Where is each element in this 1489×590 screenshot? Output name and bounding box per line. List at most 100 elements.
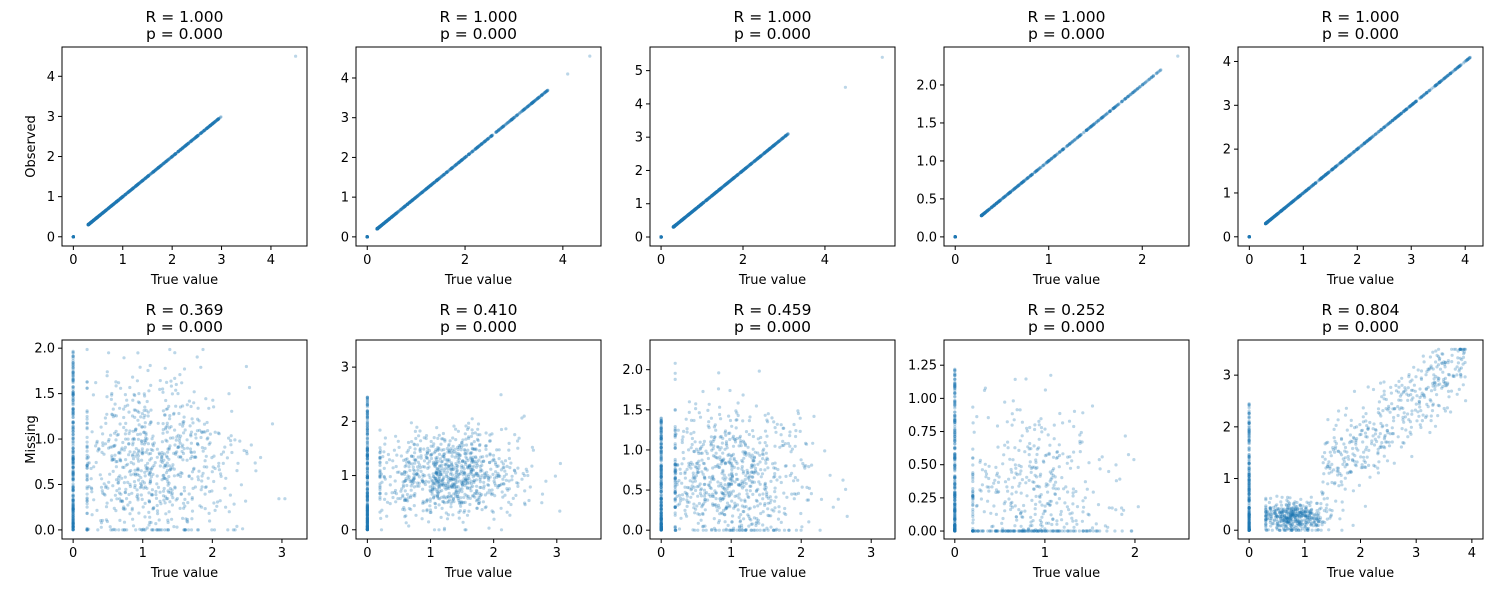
data-point bbox=[123, 490, 127, 494]
data-point bbox=[132, 480, 137, 484]
data-point bbox=[86, 223, 90, 227]
data-point bbox=[127, 492, 131, 497]
data-point bbox=[174, 152, 178, 156]
data-point bbox=[71, 235, 75, 239]
data-point bbox=[254, 469, 258, 473]
data-point bbox=[91, 218, 96, 222]
data-point bbox=[112, 202, 116, 206]
data-point bbox=[121, 194, 125, 199]
data-point bbox=[398, 208, 403, 212]
data-point bbox=[71, 235, 75, 239]
data-point bbox=[124, 192, 129, 196]
data-point bbox=[146, 442, 150, 446]
data-point bbox=[133, 184, 137, 188]
data-point bbox=[208, 124, 212, 128]
data-point bbox=[179, 147, 183, 151]
data-point bbox=[123, 192, 128, 196]
data-point bbox=[95, 215, 99, 219]
data-point bbox=[178, 148, 182, 152]
data-point bbox=[71, 235, 75, 239]
data-point bbox=[85, 440, 89, 444]
data-point bbox=[259, 455, 263, 460]
data-point bbox=[104, 208, 108, 212]
data-point bbox=[146, 174, 150, 178]
data-point bbox=[169, 384, 173, 388]
data-point bbox=[217, 461, 221, 465]
data-point bbox=[227, 510, 231, 514]
data-point bbox=[109, 433, 113, 437]
data-point bbox=[150, 528, 155, 532]
data-point bbox=[91, 393, 95, 397]
data-point bbox=[85, 464, 89, 468]
data-point bbox=[486, 137, 490, 141]
data-point bbox=[155, 482, 159, 486]
data-point bbox=[1438, 80, 1442, 84]
data-point bbox=[128, 189, 132, 193]
data-point bbox=[765, 149, 769, 153]
data-point bbox=[211, 398, 215, 402]
y-tick-label: 3 bbox=[635, 131, 643, 146]
y-tick-label: 0 bbox=[341, 230, 349, 245]
data-point bbox=[94, 217, 98, 221]
data-point bbox=[208, 519, 212, 523]
data-point bbox=[159, 164, 163, 168]
data-point bbox=[205, 126, 209, 131]
x-tick-label: 4 bbox=[821, 253, 829, 268]
data-point bbox=[104, 208, 109, 212]
data-point bbox=[162, 498, 166, 502]
data-point bbox=[1453, 68, 1457, 72]
data-point bbox=[71, 365, 75, 369]
data-point bbox=[206, 436, 210, 440]
data-point bbox=[1109, 108, 1113, 112]
data-point bbox=[985, 209, 990, 213]
data-point bbox=[95, 216, 99, 220]
data-point bbox=[109, 498, 113, 502]
data-point bbox=[134, 528, 138, 532]
data-point bbox=[186, 141, 191, 145]
data-point bbox=[100, 450, 104, 454]
data-point bbox=[1369, 136, 1373, 140]
data-point bbox=[94, 216, 98, 221]
data-point bbox=[102, 210, 106, 214]
data-point bbox=[106, 206, 111, 210]
x-tick-label: 2 bbox=[1138, 253, 1146, 268]
data-point bbox=[182, 447, 186, 451]
data-point bbox=[159, 502, 163, 506]
data-point bbox=[94, 216, 98, 221]
data-point bbox=[139, 469, 143, 473]
data-point bbox=[115, 489, 119, 493]
data-point bbox=[229, 443, 233, 447]
data-point bbox=[130, 187, 134, 191]
data-point bbox=[195, 355, 199, 359]
data-point bbox=[134, 184, 138, 188]
y-tick-label: 0.0 bbox=[916, 230, 937, 245]
data-point bbox=[105, 395, 109, 399]
data-point bbox=[115, 200, 119, 204]
data-point bbox=[203, 128, 207, 132]
data-point bbox=[732, 176, 736, 180]
y-tick-label: 1.5 bbox=[916, 116, 937, 131]
data-point bbox=[71, 528, 75, 532]
data-point bbox=[110, 203, 114, 207]
data-point bbox=[109, 204, 113, 208]
data-point bbox=[199, 131, 203, 135]
data-point bbox=[148, 481, 152, 485]
data-point bbox=[109, 204, 114, 208]
data-point bbox=[107, 206, 111, 210]
data-point bbox=[982, 211, 986, 215]
data-point bbox=[1297, 195, 1301, 199]
data-point bbox=[479, 142, 483, 146]
panel-title-r: R = 1.000 bbox=[440, 8, 518, 26]
y-tick-label: 2 bbox=[47, 150, 55, 165]
data-point bbox=[200, 485, 204, 489]
data-point bbox=[454, 162, 458, 166]
data-point bbox=[95, 215, 99, 220]
data-point bbox=[216, 431, 220, 435]
data-point bbox=[535, 97, 539, 101]
data-point bbox=[71, 479, 75, 483]
data-point bbox=[1077, 134, 1081, 138]
data-point bbox=[207, 124, 211, 128]
data-point bbox=[168, 414, 172, 418]
data-point bbox=[71, 502, 75, 506]
data-point bbox=[118, 458, 122, 462]
